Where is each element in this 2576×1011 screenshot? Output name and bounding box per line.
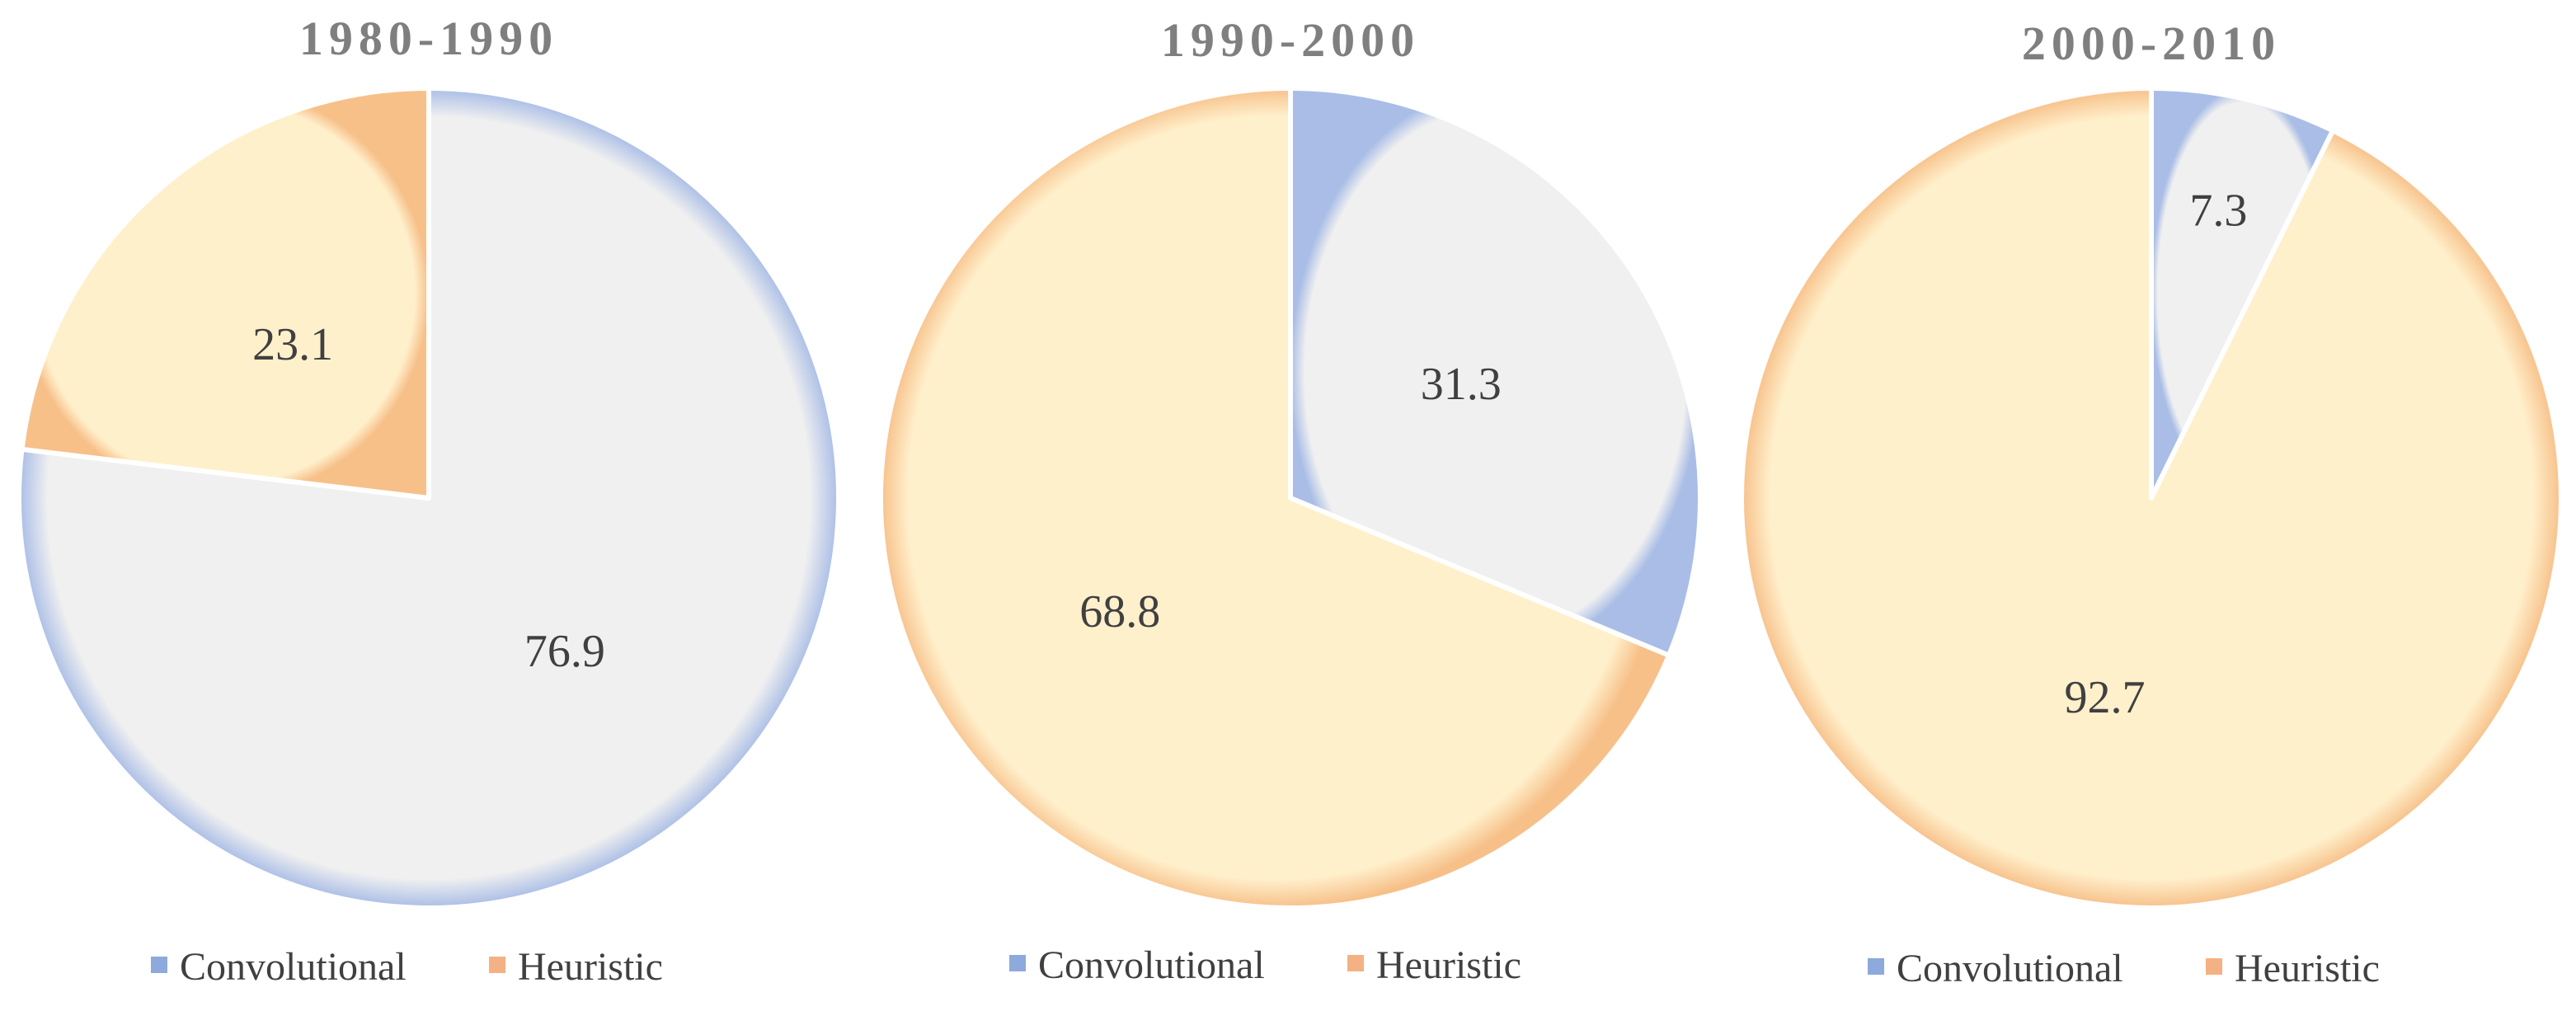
data-label-heuristic: 92.7: [2065, 672, 2146, 723]
chart-title: 1990-2000: [1161, 13, 1420, 67]
data-label-heuristic: 68.8: [1079, 586, 1160, 637]
legend-swatch-convolutional: [1868, 958, 1884, 975]
legend-label-convolutional: Convolutional: [1897, 947, 2123, 990]
legend-label-heuristic: Heuristic: [518, 945, 663, 989]
pie-slice-convolutional: [16, 86, 841, 910]
pie-chart-1: 1980-1990 76.9 23.1 Convolutional Heuristic: [16, 12, 841, 989]
pie-slice-heuristic: [878, 86, 1671, 910]
legend-label-heuristic: Heuristic: [2235, 947, 2380, 990]
pie-chart-3: 2000-2010 7.3 92.7 Convolutional Heuristic: [1739, 16, 2564, 990]
data-label-convolutional: 7.3: [2189, 186, 2247, 237]
legend-swatch-convolutional: [1009, 955, 1026, 971]
data-label-convolutional: 31.3: [1421, 359, 1502, 410]
chart-title: 2000-2010: [2022, 16, 2281, 70]
legend-swatch-convolutional: [151, 957, 167, 973]
pie-slice-convolutional: [2149, 86, 2336, 501]
legend-label-heuristic: Heuristic: [1376, 943, 1521, 987]
pie-slice-heuristic: [1739, 86, 2564, 910]
pie-chart-2: 1990-2000 31.3 68.8 Convolutional Heuristic: [878, 13, 1703, 987]
legend-label-convolutional: Convolutional: [1038, 943, 1265, 987]
legend-swatch-heuristic: [489, 957, 505, 973]
legend-swatch-heuristic: [1347, 955, 1364, 971]
pie-slice-convolutional: [1288, 86, 1703, 658]
pie-slice-heuristic: [19, 86, 431, 501]
legend: Convolutional Heuristic: [1009, 943, 1521, 987]
data-label-heuristic: 23.1: [252, 319, 333, 370]
legend: Convolutional Heuristic: [151, 945, 663, 989]
legend-label-convolutional: Convolutional: [180, 945, 407, 989]
data-label-convolutional: 76.9: [524, 626, 605, 677]
legend: Convolutional Heuristic: [1868, 947, 2380, 990]
chart-title: 1980-1990: [299, 12, 558, 65]
legend-swatch-heuristic: [2206, 958, 2222, 975]
